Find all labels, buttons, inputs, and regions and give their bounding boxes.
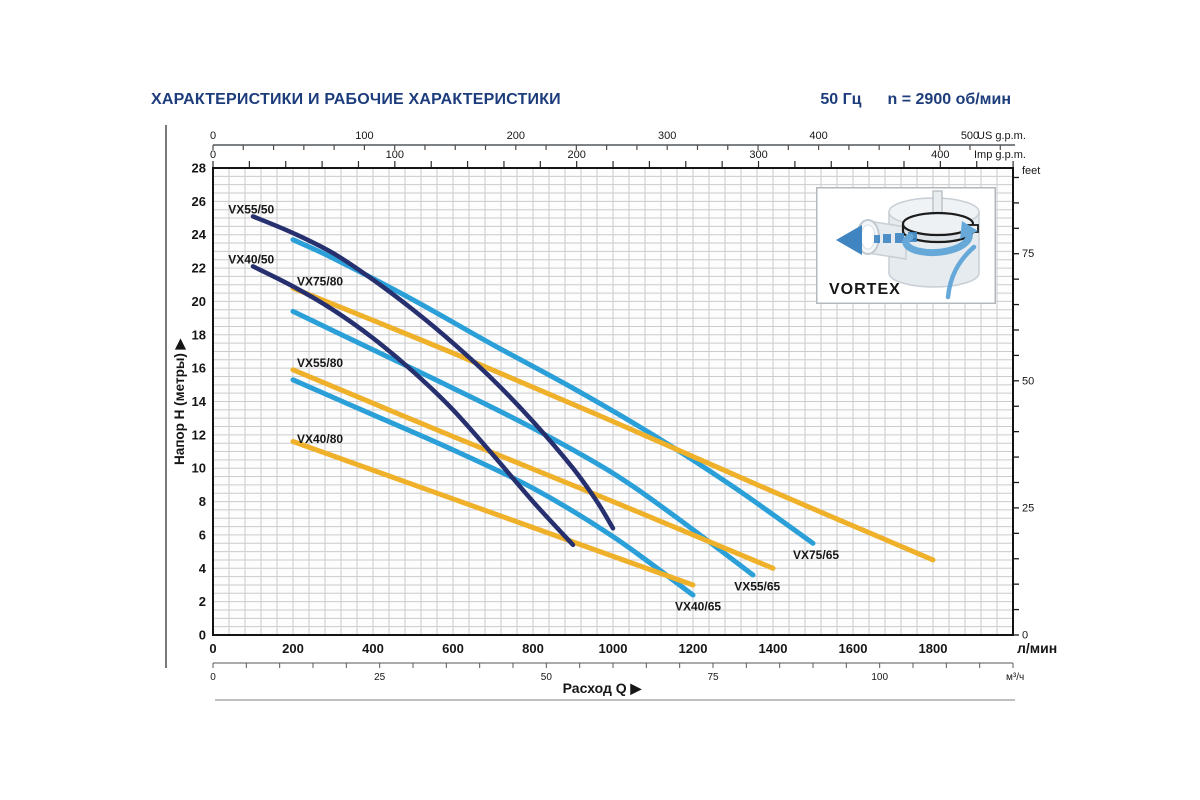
curve-labels: VX55/50 VX40/50 VX75/65 VX55/65 VX40/65 VX75/… [228, 203, 839, 614]
head-m-label: 8 [199, 494, 206, 509]
curve-label-VX55-65: VX55/65 [734, 580, 780, 594]
head-m-label: 14 [192, 394, 207, 409]
axis-lmin: 0 200 400 600 800 1000 1200 1400 1600 1800 л/мин [209, 640, 1057, 656]
lmin-label: 1000 [599, 641, 628, 656]
feet-unit: feet [1022, 165, 1040, 177]
imp-gpm-label: 100 [386, 149, 404, 161]
head-m-label: 0 [199, 628, 206, 643]
us-gpm-label: 0 [210, 130, 216, 142]
operating-conditions: 50 Гц n = 2900 об/мин [820, 91, 1011, 109]
curve-VX55-50 [250, 214, 616, 531]
vortex-swirl [902, 221, 978, 300]
feet-label: 25 [1022, 502, 1034, 514]
head-m-label: 2 [199, 594, 206, 609]
m3h-label: 25 [374, 672, 386, 683]
curve-label-VX75-65: VX75/65 [793, 548, 839, 562]
rotation-speed-value: n = 2900 об/мин [887, 91, 1011, 108]
curve-label-VX55-80: VX55/80 [297, 356, 343, 370]
flow-dash [883, 234, 891, 243]
plot-border [212, 167, 1014, 636]
swirl-arc [902, 227, 973, 257]
us-gpm-label: 300 [658, 130, 676, 142]
head-axis-title: Напор H (метры) ▶ [172, 337, 187, 465]
imp-gpm-label: 300 [749, 149, 767, 161]
imp-gpm-label: 200 [568, 149, 586, 161]
header: ХАРАКТЕРИСТИКИ И РАБОЧИЕ ХАРАКТЕРИСТИКИ … [151, 91, 1011, 109]
lmin-label: 600 [442, 641, 464, 656]
vortex-label: VORTEX [829, 281, 901, 298]
imp-gpm-label: 0 [210, 149, 216, 161]
curves [250, 214, 936, 598]
axis-m3h: 0 25 50 75 100 м³/ч [210, 662, 1024, 683]
axis-feet: 0 25 50 75 feet [1013, 165, 1040, 642]
head-m-label: 18 [192, 327, 206, 342]
us-gpm-label: 100 [355, 130, 373, 142]
m3h-label: 0 [210, 672, 216, 683]
imp-gpm-label: 400 [931, 149, 949, 161]
imp-gpm-unit: Imp g.p.m. [974, 149, 1026, 161]
curve-VX40-50 [250, 264, 576, 548]
head-m-label: 10 [192, 461, 206, 476]
pipe-opening-inner [860, 224, 876, 250]
head-m-label: 24 [192, 227, 207, 242]
us-gpm-label: 200 [507, 130, 525, 142]
lmin-label: 0 [209, 641, 216, 656]
curve-VX55-80 [290, 367, 776, 571]
head-m-label: 20 [192, 294, 206, 309]
lmin-label: 200 [282, 641, 304, 656]
head-m-label: 28 [192, 161, 206, 176]
feet-label: 0 [1022, 630, 1028, 642]
m3h-label: 100 [871, 672, 888, 683]
swirl-arrowhead [960, 221, 978, 239]
flow-axis-title: Расход Q ▶ [563, 680, 643, 696]
head-m-label: 22 [192, 261, 206, 276]
lmin-label: 1800 [919, 641, 948, 656]
flow-arrowhead [836, 225, 862, 255]
us-gpm-unit: US g.p.m. [977, 130, 1026, 142]
curve-label-VX40-50: VX40/50 [228, 253, 274, 267]
lmin-label: 1200 [679, 641, 708, 656]
vortex-inset: VORTEX [816, 187, 996, 304]
flow-dash [874, 235, 880, 243]
impeller-disc [901, 211, 975, 237]
feet-label: 50 [1022, 375, 1034, 387]
lmin-label: 400 [362, 641, 384, 656]
vortex-impeller [901, 190, 979, 244]
us-gpm-label: 500 [961, 130, 979, 142]
curve-label-VX55-50: VX55/50 [228, 203, 274, 217]
head-m-label: 12 [192, 427, 206, 442]
m3h-label: 75 [707, 672, 719, 683]
m3h-unit: м³/ч [1006, 672, 1024, 683]
curve-VX55-65 [290, 308, 756, 578]
axis-imp-gpm: 0 100 200 300 400 Imp g.p.m. [210, 149, 1026, 167]
us-gpm-label: 400 [809, 130, 827, 142]
page-title: ХАРАКТЕРИСТИКИ И РАБОЧИЕ ХАРАКТЕРИСТИКИ [151, 91, 561, 108]
swirl-tail [945, 244, 977, 300]
impeller-shaft [932, 190, 943, 216]
feet-label: 75 [1022, 248, 1034, 260]
flow-dash [895, 233, 904, 243]
curve-VX75-80 [290, 285, 936, 563]
curve-label-VX75-80: VX75/80 [297, 274, 343, 288]
head-m-label: 16 [192, 361, 206, 376]
curve-VX40-80 [290, 439, 696, 588]
curve-label-VX40-65: VX40/65 [675, 600, 721, 614]
plot-grid [213, 168, 1013, 635]
lmin-label: 1400 [759, 641, 788, 656]
head-m-label: 6 [199, 527, 206, 542]
lmin-unit: л/мин [1017, 640, 1057, 656]
lmin-label: 1600 [839, 641, 868, 656]
frequency-value: 50 Гц [820, 91, 862, 108]
m3h-label: 50 [541, 672, 553, 683]
curve-VX40-65 [290, 377, 696, 598]
lmin-label: 800 [522, 641, 544, 656]
head-m-label: 26 [192, 194, 206, 209]
curve-label-VX40-80: VX40/80 [297, 432, 343, 446]
head-m-label: 4 [199, 561, 207, 576]
